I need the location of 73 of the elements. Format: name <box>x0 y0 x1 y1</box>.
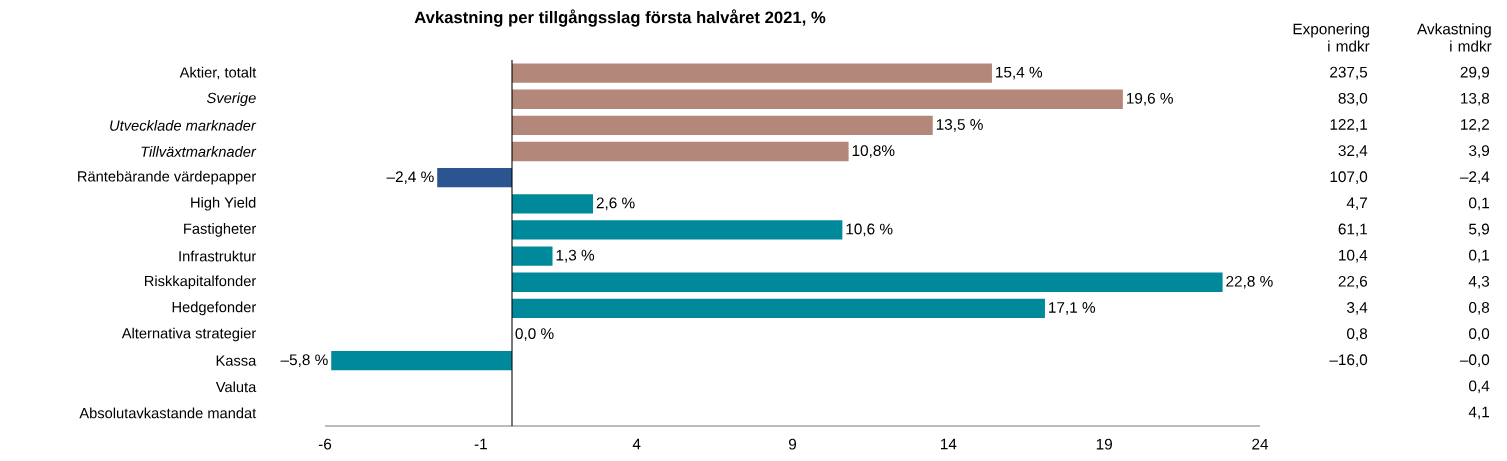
text: 0,8 <box>1347 328 1368 341</box>
text: 10,4 <box>1339 249 1368 263</box>
text: 61,1 <box>1338 223 1367 237</box>
x-tick-label: 24 <box>1252 438 1269 450</box>
y-tick-label: Alternativa strategier <box>121 327 257 342</box>
bar <box>512 194 594 214</box>
text: 0,0 <box>1469 328 1490 341</box>
text: 3,9 <box>1469 145 1490 158</box>
text: 3,4 <box>1347 302 1368 315</box>
text: 4,1 <box>1468 406 1489 420</box>
y-tick-label: Utvecklade marknader <box>110 119 257 131</box>
text: 0,1 <box>1469 197 1489 211</box>
data-label: 19,6 % <box>1126 92 1173 106</box>
y-tick-label: Sverige <box>206 92 256 107</box>
text: 0,1 <box>1469 249 1489 263</box>
y-tick-label: Fastigheter <box>184 223 257 237</box>
text: 32,4 <box>1338 145 1368 158</box>
text: 5,9 <box>1469 223 1490 237</box>
x-tick-label: -1 <box>474 438 487 450</box>
text: 4,3 <box>1468 275 1490 289</box>
bar <box>512 89 1123 109</box>
text: 122,1 <box>1330 119 1367 132</box>
text: –2,4 <box>1459 171 1490 184</box>
x-tick-label: 4 <box>632 438 641 450</box>
bar <box>512 246 553 266</box>
data-label: –2,4 % <box>386 171 434 184</box>
bar <box>512 220 843 240</box>
y-tick-label: Riskkapitalfonder <box>145 275 257 290</box>
x-tick-label: 14 <box>940 438 957 450</box>
chart-title: Avkastning per tillgångsslag första halvåret 2021, % <box>414 9 826 27</box>
data-label: 13,5 % <box>936 119 983 132</box>
y-tick-label: Tillväxtmarknader <box>141 146 257 157</box>
bar <box>512 115 933 136</box>
text: 13,8 <box>1461 92 1490 106</box>
data-label: 2,6 % <box>596 197 635 211</box>
y-tick-label: High Yield <box>191 196 256 211</box>
text: 107,0 <box>1330 171 1368 184</box>
x-tick-label: 9 <box>788 438 797 450</box>
text: Avkastning i mdkr <box>1417 23 1492 52</box>
bar <box>437 167 512 188</box>
data-label: 17,1 % <box>1049 302 1096 315</box>
y-tick-label: Räntebärande värdepapper <box>78 170 256 185</box>
x-tick-label: 19 <box>1096 438 1112 450</box>
data-label: 10,8% <box>852 145 895 158</box>
data-label: 15,4 % <box>996 66 1043 80</box>
y-tick-label: Absolutavkastande mandat <box>79 407 257 419</box>
text: 29,9 <box>1460 66 1490 80</box>
text: 237,5 <box>1330 66 1368 80</box>
bar <box>512 272 1223 292</box>
data-label: 10,6 % <box>846 223 893 237</box>
y-tick-label: Infrastruktur <box>179 250 257 262</box>
text: 83,0 <box>1338 92 1368 106</box>
bar <box>512 298 1045 319</box>
data-label: –5,8 % <box>280 354 328 367</box>
text: –16,0 <box>1329 354 1368 367</box>
text: 4,7 <box>1346 197 1367 211</box>
text: 22,6 <box>1338 275 1368 289</box>
text: 0,8 <box>1469 302 1490 315</box>
data-label: 0,0 % <box>515 328 554 341</box>
text: 12,2 <box>1461 119 1489 132</box>
data-label: 22,8 % <box>1226 275 1273 289</box>
x-tick-label: -6 <box>318 438 332 450</box>
text: Exponering i mdkr <box>1293 23 1370 52</box>
text: –0,0 <box>1459 354 1490 367</box>
y-tick-label: Aktier, totalt <box>179 66 257 80</box>
data-label: 1,3 % <box>556 249 595 263</box>
y-tick-label: Kassa <box>216 355 257 366</box>
text: 0,4 <box>1469 380 1490 394</box>
bar <box>512 141 849 162</box>
y-tick-label: Valuta <box>215 381 257 393</box>
bar <box>331 350 512 371</box>
y-tick-label: Hedgefonder <box>172 301 257 316</box>
bar <box>512 63 992 83</box>
